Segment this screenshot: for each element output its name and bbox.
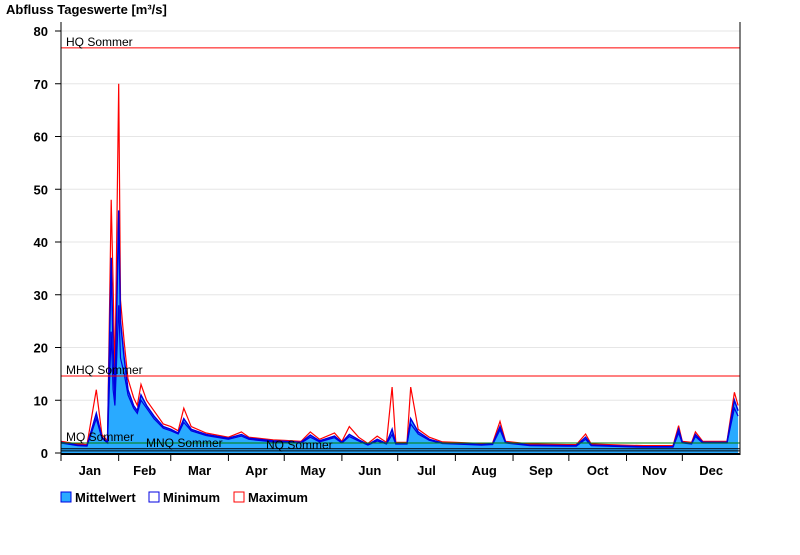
- reference-label: MNQ Sommer: [146, 436, 223, 450]
- legend-swatch: [148, 491, 160, 503]
- legend-label: Mittelwert: [75, 490, 136, 505]
- x-tick-label: Mar: [188, 463, 211, 478]
- reference-label: MQ Sommer: [66, 430, 134, 444]
- y-tick-label: 50: [34, 182, 48, 197]
- y-tick-label: 10: [34, 393, 48, 408]
- mean-area: [61, 210, 739, 453]
- mean-line: [60, 210, 739, 448]
- y-tick-label: 80: [34, 24, 48, 39]
- reference-label: NQ Sommer: [266, 438, 333, 452]
- x-tick-label: Oct: [587, 463, 609, 478]
- y-tick-label: 20: [34, 341, 48, 356]
- legend-swatch: [60, 491, 72, 503]
- x-tick-label: Nov: [642, 463, 667, 478]
- y-tick-label: 40: [34, 235, 48, 250]
- legend-label: Minimum: [163, 490, 220, 505]
- y-tick-label: 70: [34, 77, 48, 92]
- x-tick-label: May: [300, 463, 326, 478]
- chart-title: Abfluss Tageswerte [m³/s]: [6, 2, 167, 17]
- x-tick-label: Sep: [529, 463, 553, 478]
- y-tick-label: 60: [34, 130, 48, 145]
- x-tick-label: Jan: [79, 463, 101, 478]
- x-tick-label: Apr: [245, 463, 267, 478]
- x-tick-label: Dec: [699, 463, 723, 478]
- legend-swatch: [233, 491, 245, 503]
- reference-label: HQ Sommer: [66, 35, 133, 49]
- x-tick-label: Jul: [417, 463, 436, 478]
- maximum-line: [60, 83, 739, 447]
- y-tick-label: 30: [34, 288, 48, 303]
- reference-label: MHQ Sommer: [66, 363, 143, 377]
- x-tick-label: Feb: [133, 463, 156, 478]
- x-tick-label: Jun: [358, 463, 381, 478]
- y-tick-label: 0: [41, 446, 48, 461]
- x-tick-label: Aug: [472, 463, 497, 478]
- legend: Mittelwert Minimum Maximum: [60, 490, 308, 505]
- legend-label: Maximum: [248, 490, 308, 505]
